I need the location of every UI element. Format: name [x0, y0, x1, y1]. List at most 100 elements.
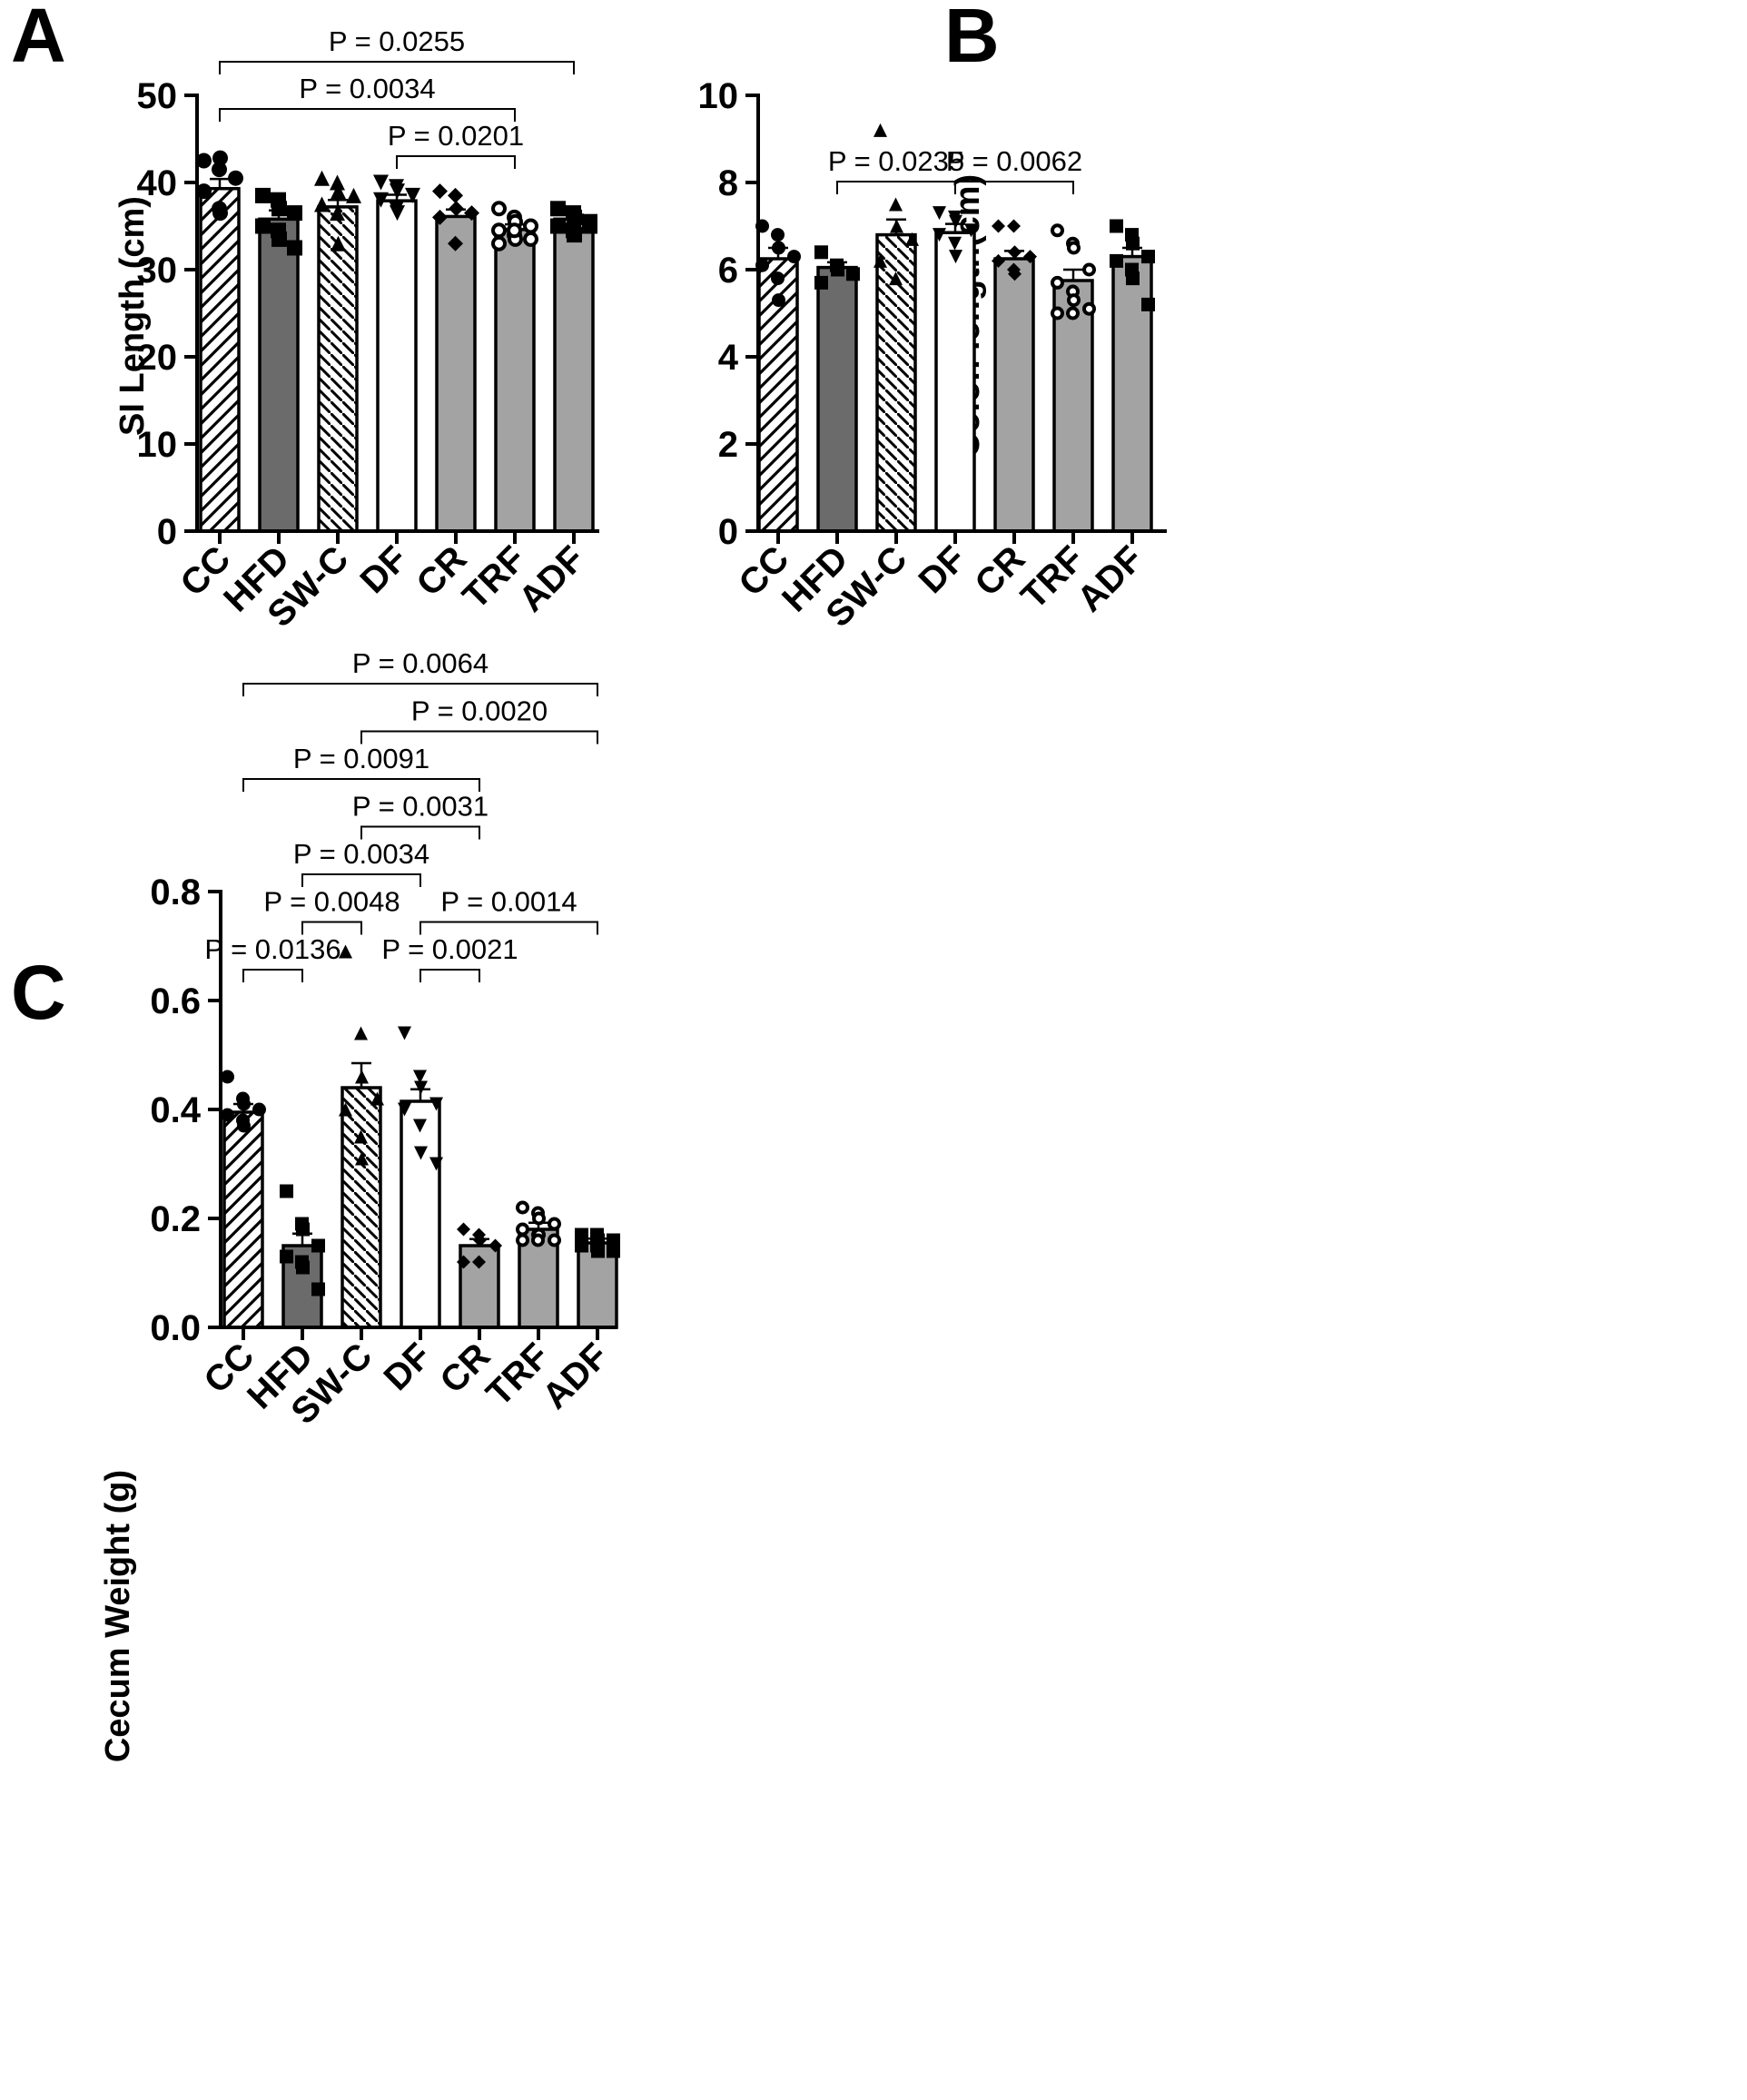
p-value-label: P = 0.0235	[828, 145, 964, 177]
bar-sw-c	[341, 1086, 382, 1329]
bar-df	[400, 1099, 441, 1329]
data-point-df	[413, 1070, 427, 1084]
bar-df	[934, 231, 976, 533]
y-tick-label: 50	[137, 76, 178, 116]
data-point-cc	[221, 1108, 234, 1122]
panel-label-a: A	[11, 0, 66, 78]
data-point-sw-c	[314, 170, 330, 186]
data-point-sw-c	[339, 944, 352, 959]
y-tick-label: 0.6	[150, 981, 201, 1021]
panel-label-b: B	[944, 0, 1000, 78]
y-tick-label: 2	[718, 425, 738, 465]
bar-sw-c	[317, 205, 359, 533]
data-point-sw-c	[370, 1091, 384, 1106]
significance-bracket	[242, 969, 303, 982]
data-point-sw-c	[355, 1070, 369, 1084]
data-point-trf	[1051, 275, 1064, 290]
data-point-hfd	[271, 231, 287, 247]
data-point-trf	[523, 218, 538, 234]
y-tick-label: 0.2	[150, 1199, 201, 1239]
data-point-df	[949, 214, 962, 229]
data-point-trf	[1082, 301, 1096, 316]
data-point-adf	[575, 1238, 588, 1253]
data-point-cc	[252, 1102, 266, 1117]
data-point-adf	[1126, 271, 1140, 286]
data-point-df	[933, 206, 946, 221]
data-point-df	[414, 1146, 428, 1160]
data-point-adf	[567, 227, 582, 243]
bar-cc	[199, 186, 241, 533]
y-tick-label: 0.4	[150, 1090, 201, 1130]
significance-bracket	[242, 683, 598, 696]
data-point-hfd	[814, 245, 828, 260]
x-label-adf: ADF	[535, 1336, 616, 1416]
data-point-trf	[1067, 293, 1081, 308]
data-point-cr	[464, 205, 479, 222]
panel-label-c: C	[11, 950, 66, 1035]
data-point-sw-c	[346, 187, 361, 203]
p-value-label: P = 0.0014	[440, 886, 577, 918]
data-point-cc	[196, 183, 212, 200]
significance-bracket	[301, 873, 421, 887]
bar-cr	[993, 257, 1035, 533]
data-point-cr	[1007, 219, 1021, 233]
panel-b: B Colon length(cm) 0246810CCHFDSW-CDFCRT…	[698, 0, 1167, 635]
data-point-hfd	[255, 218, 271, 234]
data-point-hfd	[280, 1249, 293, 1264]
data-point-df	[390, 183, 405, 200]
p-value-label: P = 0.0201	[388, 120, 524, 152]
data-point-df	[398, 1026, 411, 1040]
data-point-df	[429, 1157, 443, 1171]
data-point-trf	[523, 231, 538, 247]
data-point-cr	[1023, 250, 1037, 264]
data-point-df	[429, 1097, 443, 1111]
data-point-cc	[787, 250, 801, 264]
data-point-adf	[1110, 219, 1123, 233]
data-point-hfd	[271, 201, 287, 217]
significance-bracket	[419, 921, 598, 935]
y-tick-label: 10	[137, 425, 178, 465]
data-point-adf	[575, 1227, 588, 1242]
data-point-sw-c	[330, 205, 345, 222]
data-point-hfd	[287, 205, 302, 222]
data-point-cc	[212, 205, 228, 222]
data-point-cr	[1008, 267, 1022, 281]
data-point-df	[373, 174, 389, 191]
y-tick-label: 0.0	[150, 1308, 201, 1348]
data-point-sw-c	[874, 253, 887, 268]
bar-cc	[222, 1110, 264, 1329]
data-point-cr	[432, 183, 448, 200]
data-point-cr	[1008, 245, 1022, 260]
data-point-hfd	[287, 240, 302, 256]
data-point-sw-c	[355, 1151, 369, 1166]
data-point-cr	[992, 253, 1005, 268]
data-point-hfd	[280, 1184, 293, 1198]
data-point-trf	[516, 1222, 529, 1237]
data-point-adf	[550, 218, 566, 234]
y-tick-label: 30	[137, 251, 178, 291]
significance-bracket	[242, 778, 480, 792]
data-point-hfd	[831, 262, 844, 277]
bar-df	[376, 199, 418, 533]
data-point-cr	[432, 209, 448, 225]
significance-bracket	[396, 155, 516, 169]
data-point-adf	[607, 1233, 620, 1247]
data-point-trf	[516, 1233, 529, 1247]
y-axis-title-a: SI Length (cm)	[114, 196, 152, 436]
p-value-label: P = 0.0048	[263, 886, 400, 918]
data-point-cc	[212, 162, 227, 178]
bar-hfd	[816, 265, 858, 533]
data-point-trf	[532, 1211, 546, 1226]
data-point-adf	[567, 209, 582, 225]
data-point-hfd	[814, 275, 828, 290]
x-label-adf: ADF	[511, 538, 592, 619]
data-point-trf	[491, 222, 507, 239]
x-label-trf: TRF	[479, 1336, 557, 1414]
data-point-adf	[582, 218, 597, 234]
significance-bracket	[219, 61, 575, 74]
data-point-cr	[472, 1255, 486, 1269]
data-point-cr	[457, 1255, 470, 1269]
significance-bracket	[219, 108, 516, 122]
data-point-cr	[448, 235, 463, 251]
